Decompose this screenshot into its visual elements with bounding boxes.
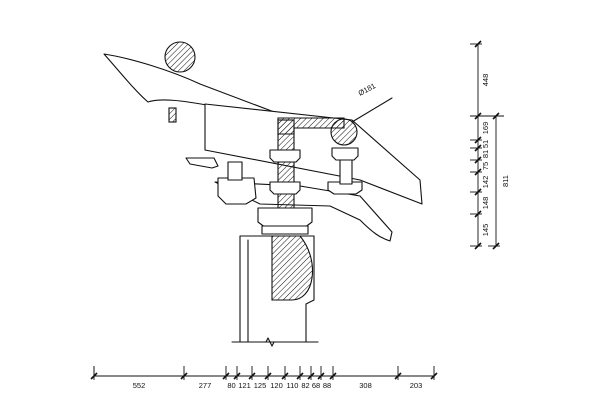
lower-cantilever: [214, 181, 393, 242]
top-purlin: [164, 41, 196, 73]
right-dim-label: 148: [481, 197, 490, 210]
bottom-dim-ticks: [90, 366, 438, 380]
bottom-dim-label: 125: [254, 381, 267, 390]
bottom-dim-label: 203: [410, 381, 423, 390]
right-dim-label: 81: [481, 150, 490, 158]
bottom-dim-label: 82: [301, 381, 309, 390]
right-dim-label: 51: [481, 140, 490, 148]
bottom-dim-label: 110: [287, 381, 299, 390]
right-dimension-chain: 448 169 51 81 75 142 148 145 811: [470, 40, 510, 250]
structure-outline: Ø181: [103, 41, 423, 347]
top-tie-beam: [277, 117, 345, 135]
bottom-dim-label: 68: [312, 381, 320, 390]
left-block-block: [217, 177, 257, 205]
right-dim-label: 75: [481, 162, 490, 170]
rafter-pin: [168, 107, 177, 123]
round-beam: [330, 118, 358, 146]
right-dim-labels: 448 169 51 81 75 142 148 145: [481, 74, 490, 237]
diameter-leader: [351, 97, 393, 123]
bottom-dim-label: 120: [270, 381, 283, 390]
capital-base: [261, 225, 309, 235]
diameter-label: Ø181: [357, 81, 377, 98]
right-dim-label: 169: [481, 122, 490, 135]
right-dim-total-label: 811: [501, 175, 510, 187]
bottom-dim-label: 552: [133, 381, 146, 390]
right-dim-label: 142: [481, 176, 490, 189]
diagonal-beam: [204, 103, 423, 205]
bottom-dim-labels: 552 277 80 121 125 120 110 82 68 88 308 203: [133, 381, 423, 390]
right-dim-ticks: [470, 40, 500, 250]
bottom-dim-label: 80: [227, 381, 235, 390]
bottom-dim-label: 121: [238, 381, 251, 390]
capital-block: [257, 207, 313, 229]
bottom-dim-label: 308: [359, 381, 372, 390]
left-bracket-arm: [185, 157, 219, 169]
right-dim-label: 145: [481, 224, 490, 237]
bottom-dim-label: 277: [199, 381, 212, 390]
bearing-blocks: [227, 147, 363, 195]
column-section: [271, 235, 314, 301]
bottom-dimension-chain: 552 277 80 121 125 120 110 82 68 88 308 203: [90, 366, 438, 390]
break-line: [231, 337, 319, 347]
right-dim-label: 448: [481, 74, 490, 87]
bottom-dim-label: 88: [323, 381, 331, 390]
